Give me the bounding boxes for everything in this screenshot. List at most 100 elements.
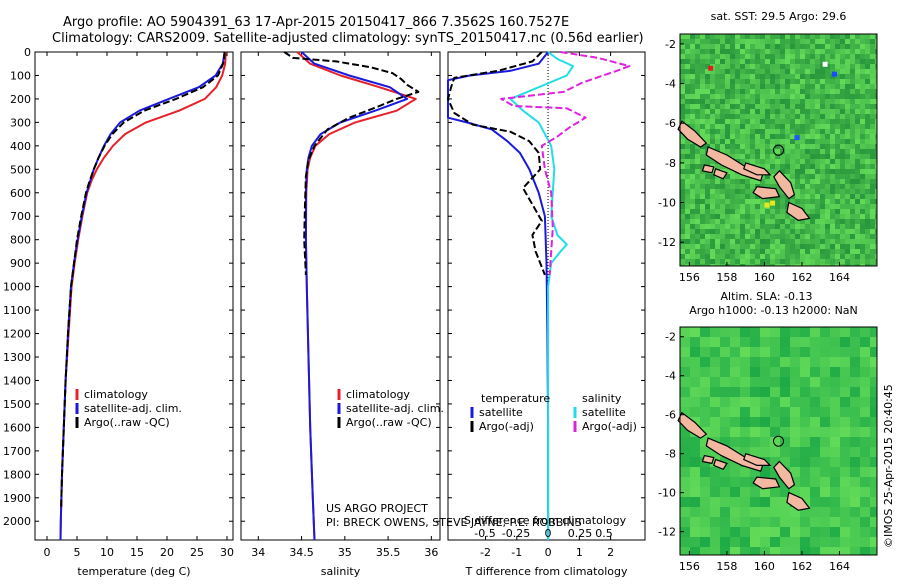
sst-map-cell <box>845 189 850 194</box>
sst-map-cell <box>785 59 790 64</box>
sst-map-cell <box>695 54 700 59</box>
sst-map-cell <box>855 199 860 204</box>
sst-map-cell <box>785 69 790 74</box>
sst-map-cell <box>780 54 785 59</box>
sla-map-cell <box>750 407 760 417</box>
sst-map-cell <box>795 259 800 264</box>
sst-map-cell <box>835 119 840 124</box>
sst-map-cell <box>695 239 700 244</box>
sst-map-cell <box>775 154 780 159</box>
sst-map-cell <box>745 49 750 54</box>
sla-map-cell <box>750 377 760 387</box>
sla-map-cell <box>700 477 710 487</box>
sla-map-cell <box>820 517 830 527</box>
sst-map-cell <box>685 174 690 179</box>
difference-legend-label: satellite <box>479 406 523 419</box>
sst-map-cell <box>795 149 800 154</box>
sst-map-cell <box>860 59 865 64</box>
temperature-xtick-label: 5 <box>74 546 81 559</box>
sst-map-cell <box>875 74 877 79</box>
sst-map-cell <box>775 44 780 49</box>
sla-map-cell <box>810 517 820 527</box>
sst-map-cell <box>720 264 725 266</box>
salinity-diff-axis-label: S difference from climatology <box>464 514 627 527</box>
sst-map-cell <box>710 69 715 74</box>
sst-map-cell <box>780 254 785 259</box>
sst-map-cell <box>770 99 775 104</box>
sst-map-cell <box>795 94 800 99</box>
sst-map-cell <box>775 79 780 84</box>
sst-map-cell <box>820 209 825 214</box>
sst-map-cell <box>860 189 865 194</box>
sst-map-cell <box>760 209 765 214</box>
sla-map-cell <box>710 487 720 497</box>
sst-map-cell <box>745 119 750 124</box>
sst-map-cell <box>705 79 710 84</box>
sla-map-cell <box>810 367 820 377</box>
sla-map-cell <box>810 337 820 347</box>
temperature-xtick-label: 20 <box>160 546 174 559</box>
sst-map-cell <box>815 164 820 169</box>
sst-map-cell <box>690 49 695 54</box>
sst-map-cell <box>850 239 855 244</box>
sla-map-cell <box>820 527 830 537</box>
sst-map-cell <box>805 49 810 54</box>
sst-map-cell <box>705 159 710 164</box>
sla-map-cell <box>820 427 830 437</box>
sst-map-cell <box>700 69 705 74</box>
sst-map-cell <box>685 204 690 209</box>
sst-map-cell <box>765 74 770 79</box>
sst-map-cell <box>695 49 700 54</box>
sst-map-cell <box>735 49 740 54</box>
sla-map-cell <box>760 547 770 555</box>
sst-map-cell <box>820 249 825 254</box>
sst-map-cell <box>735 224 740 229</box>
sst-map-cell <box>870 44 875 49</box>
sst-map-cell <box>710 129 715 134</box>
sst-map-cell <box>695 89 700 94</box>
sst-map-cell <box>720 79 725 84</box>
sst-map-cell <box>820 64 825 69</box>
sst-map-cell <box>855 49 860 54</box>
sla-map-cell <box>800 367 810 377</box>
sla-map-cell <box>730 347 740 357</box>
sst-map-cell <box>705 184 710 189</box>
sla-map-cell <box>850 457 860 467</box>
sst-map-cell <box>840 34 845 39</box>
sst-map-cell <box>790 149 795 154</box>
sst-map-cell <box>790 219 795 224</box>
sst-map-cell <box>835 229 840 234</box>
sst-map-cell <box>785 34 790 39</box>
sst-map-cell <box>710 99 715 104</box>
sst-map-cell <box>735 89 740 94</box>
sst-map-cell <box>755 34 760 39</box>
sst-map-cell <box>790 79 795 84</box>
sla-map-cell <box>870 357 877 367</box>
sst-map-cell <box>685 99 690 104</box>
sst-map-cell <box>800 224 805 229</box>
sst-map-cell <box>810 34 815 39</box>
sla-map-cell <box>800 407 810 417</box>
difference-series-3-line <box>500 51 631 275</box>
sla-map-cell <box>790 397 800 407</box>
sst-map-cell <box>775 129 780 134</box>
sst-map-cell <box>720 74 725 79</box>
sst-map-cell <box>800 84 805 89</box>
sla-map-cell <box>860 507 870 517</box>
salinity-series-1-line <box>300 51 409 541</box>
sst-map-cell <box>685 69 690 74</box>
sla-map-cell <box>860 477 870 487</box>
sla-map-cell <box>700 397 710 407</box>
sst-map-cell <box>840 49 845 54</box>
sst-map-cell <box>835 219 840 224</box>
sst-map-cell <box>680 199 685 204</box>
sst-map-cell <box>730 154 735 159</box>
sst-map-cell <box>685 184 690 189</box>
sst-map-cell <box>845 84 850 89</box>
depth-tick-label: 700 <box>10 210 31 223</box>
sst-map-cell <box>780 49 785 54</box>
sst-map-cell <box>775 184 780 189</box>
sla-map-cell <box>860 537 870 547</box>
sst-map-cell <box>800 199 805 204</box>
sst-map-cell <box>865 49 870 54</box>
